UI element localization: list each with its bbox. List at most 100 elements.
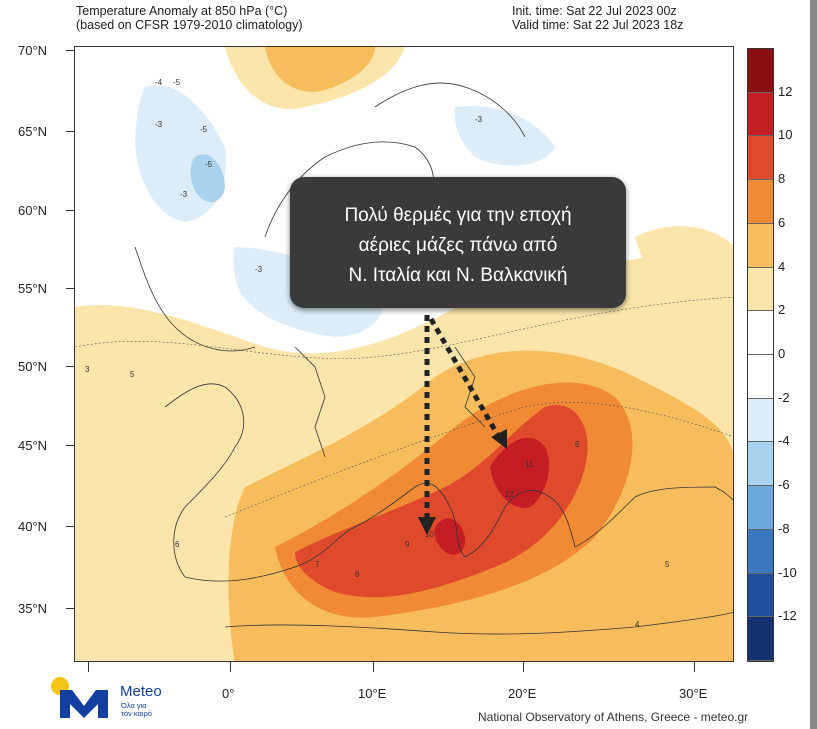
- callout-line-3: Ν. Ιταλία και Ν. Βαλκανική: [348, 265, 568, 286]
- cold-area-russia: [454, 106, 555, 166]
- title-line-1: Temperature Anomaly at 850 hPa (°C): [76, 4, 288, 18]
- anomaly-value-labels: -4 -5 -3 -5 -5 -3 -3 -3 3 5 6 7 8 9 10 1…: [85, 78, 670, 629]
- logo-tagline-2: τον καιρό: [121, 709, 152, 718]
- lat-label-35: 35°N: [18, 601, 48, 616]
- lon-label-10e: 10°E: [358, 686, 387, 701]
- anomaly-label: 9: [405, 540, 410, 549]
- lat-label-40: 40°N: [18, 519, 48, 534]
- lat-label-50: 50°N: [18, 359, 48, 374]
- colorbar-label: 10: [778, 127, 793, 143]
- anomaly-label: -4: [155, 78, 163, 87]
- lat-tick: [66, 210, 74, 211]
- colorbar-swatch: [748, 529, 773, 574]
- lat-label-60: 60°N: [18, 203, 48, 218]
- colorbar-label: -12: [778, 608, 797, 624]
- logo-tagline-1: Όλα για: [121, 701, 147, 710]
- anomaly-label: 3: [85, 365, 90, 374]
- anomaly-area-2-4-east: [635, 226, 733, 347]
- colorbar-label: -4: [778, 433, 790, 449]
- colorbar-swatch: [748, 136, 773, 181]
- anomaly-label: -3: [475, 115, 483, 124]
- colorbar-label: 6: [778, 214, 786, 230]
- anomaly-label: 12: [505, 490, 514, 499]
- lat-label-55: 55°N: [18, 281, 48, 296]
- anomaly-map: -4 -5 -3 -5 -5 -3 -3 -3 3 5 6 7 8 9 10 1…: [74, 46, 734, 662]
- init-time: Init. time: Sat 22 Jul 2023 00z: [512, 4, 677, 18]
- anomaly-label: 11: [525, 460, 534, 469]
- anomaly-label: -5: [200, 125, 208, 134]
- colorbar-swatch: [748, 355, 773, 399]
- colorbar-swatch: [748, 311, 773, 355]
- anomaly-area-4-6-north: [265, 47, 375, 92]
- lon-tick: [373, 662, 374, 672]
- colorbar-swatch: [748, 180, 773, 224]
- colorbar-label: -2: [778, 389, 790, 405]
- lat-tick: [66, 526, 74, 527]
- colorbar-swatch: [748, 442, 773, 487]
- callout-line-1: Πολύ θερμές για την εποχή: [344, 205, 572, 226]
- credit-text: National Observatory of Athens, Greece -…: [478, 710, 749, 724]
- callout-box: Πολύ θερμές για την εποχή αέριες μάζες π…: [290, 177, 626, 308]
- coastlines: [134, 82, 733, 635]
- anomaly-label: 10: [425, 530, 434, 539]
- lat-tick: [66, 366, 74, 367]
- anomaly-label: 8: [355, 570, 360, 579]
- meteo-logo-icon: [51, 677, 108, 718]
- colorbar-swatch: [748, 486, 773, 530]
- colorbar-swatch: [748, 49, 773, 93]
- anomaly-area-10-12-italy: [434, 518, 466, 555]
- anomaly-label: 5: [130, 370, 135, 379]
- lon-label-0: 0°: [222, 686, 235, 701]
- lon-label-20e: 20°E: [508, 686, 537, 701]
- colorbar-swatch: [748, 92, 773, 137]
- logo-name: Meteo: [120, 683, 162, 700]
- colorbar-swatch: [748, 398, 773, 443]
- lon-tick: [88, 662, 89, 672]
- colorbar-label: -10: [778, 564, 797, 580]
- anomaly-label: -3: [155, 120, 163, 129]
- colorbar: [747, 48, 774, 662]
- colorbar-label: 12: [778, 83, 793, 99]
- anomaly-label: -5: [205, 160, 213, 169]
- colorbar-swatch: [748, 617, 773, 661]
- lon-tick: [230, 662, 231, 672]
- time-info: Init. time: Sat 22 Jul 2023 00z Valid ti…: [512, 4, 683, 32]
- colorbar-label: 4: [778, 258, 786, 274]
- map-canvas: -4 -5 -3 -5 -5 -3 -3 -3 3 5 6 7 8 9 10 1…: [75, 47, 733, 661]
- lat-tick: [66, 131, 74, 132]
- callout-arrows: [418, 315, 507, 535]
- colorbar-swatch: [748, 573, 773, 618]
- colorbar-swatch: [748, 267, 773, 312]
- lat-tick: [66, 608, 74, 609]
- lon-tick: [523, 662, 524, 672]
- lat-tick: [66, 50, 74, 51]
- anomaly-label: -3: [180, 190, 188, 199]
- colorbar-label: 8: [778, 171, 786, 187]
- anomaly-label: 4: [635, 620, 640, 629]
- colorbar-label: -8: [778, 520, 790, 536]
- title-line-2: (based on CFSR 1979-2010 climatology): [76, 18, 303, 32]
- contours: [75, 296, 733, 518]
- anomaly-label: -5: [173, 78, 181, 87]
- anomaly-label: 7: [315, 560, 320, 569]
- logo-tagline: Όλα για τον καιρό: [121, 702, 152, 718]
- lat-label-45: 45°N: [18, 438, 48, 453]
- lon-label-30e: 30°E: [679, 686, 708, 701]
- colorbar-label: -6: [778, 477, 790, 493]
- anomaly-label: 6: [175, 540, 180, 549]
- map-title: Temperature Anomaly at 850 hPa (°C) (bas…: [76, 4, 303, 32]
- valid-time: Valid time: Sat 22 Jul 2023 18z: [512, 18, 684, 32]
- lat-label-70: 70°N: [18, 43, 48, 58]
- lat-label-65: 65°N: [18, 124, 48, 139]
- callout-line-2: αέριες μάζες πάνω από: [358, 235, 558, 256]
- anomaly-label: -3: [255, 265, 263, 274]
- colorbar-label: 2: [778, 302, 786, 318]
- lat-tick: [66, 445, 74, 446]
- cold-area-core: [190, 154, 225, 203]
- colorbar-swatch: [748, 223, 773, 268]
- window-edge: [810, 0, 817, 729]
- lat-tick: [66, 288, 74, 289]
- lon-tick: [694, 662, 695, 672]
- colorbar-label: 0: [778, 346, 786, 361]
- anomaly-label: 5: [665, 560, 670, 569]
